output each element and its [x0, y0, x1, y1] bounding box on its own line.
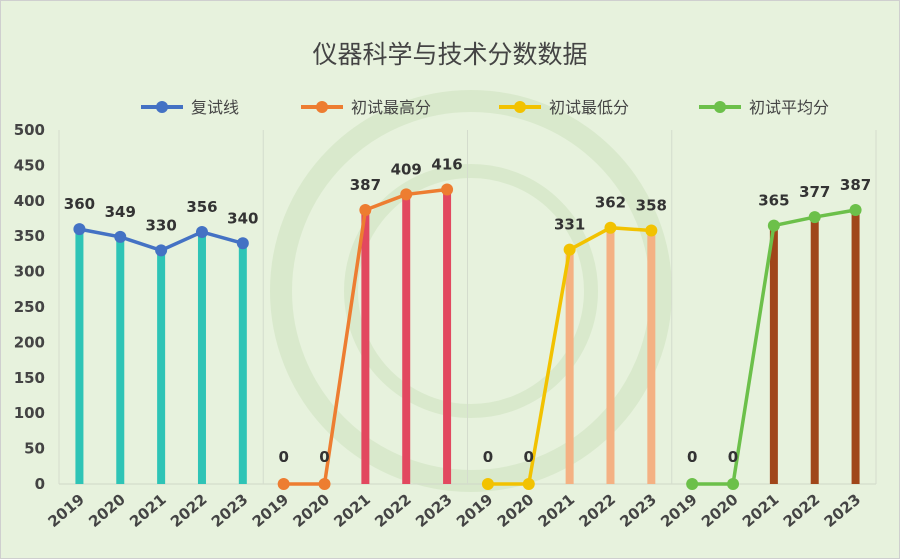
data-point [73, 223, 86, 236]
x-tick-label: 2020 [698, 490, 742, 531]
y-tick-label: 50 [24, 440, 45, 458]
data-label: 409 [391, 160, 422, 178]
x-tick-label: 2022 [371, 490, 415, 531]
data-point [604, 221, 617, 234]
data-point [277, 478, 290, 490]
data-point [155, 244, 168, 257]
bar [197, 231, 206, 484]
bar [647, 230, 656, 484]
data-point [318, 478, 331, 490]
data-point [400, 188, 413, 201]
watermark-ring [270, 90, 672, 492]
bar [361, 210, 370, 484]
legend-marker-3 [714, 101, 726, 113]
x-tick-label: 2022 [167, 490, 211, 531]
bar [443, 189, 452, 485]
y-tick-label: 500 [14, 121, 45, 139]
y-tick-label: 400 [14, 192, 45, 210]
y-tick-label: 100 [14, 404, 45, 422]
data-point [522, 478, 535, 490]
bar [75, 229, 84, 484]
x-tick-label: 2019 [249, 490, 293, 531]
data-label: 0 [319, 448, 329, 466]
bar [851, 210, 860, 484]
data-label: 0 [524, 448, 534, 466]
data-label: 358 [636, 197, 667, 215]
x-tick-label: 2021 [739, 490, 783, 531]
data-point [236, 237, 249, 250]
y-tick-label: 0 [35, 475, 45, 493]
bar [157, 250, 166, 484]
y-tick-label: 250 [14, 298, 45, 316]
legend-label-2: 初试最低分 [549, 98, 629, 117]
bar [769, 225, 778, 484]
x-tick-label: 2021 [330, 490, 374, 531]
data-label: 360 [64, 195, 95, 213]
data-point [481, 478, 494, 490]
data-point [849, 204, 862, 217]
y-tick-label: 300 [14, 263, 45, 281]
data-point [195, 225, 208, 238]
data-label: 0 [483, 448, 493, 466]
legend-marker-0 [156, 101, 168, 113]
bar [402, 194, 411, 485]
data-label: 349 [105, 203, 136, 221]
legend-label-0: 复试线 [191, 98, 239, 117]
watermark-inner-ring [344, 164, 598, 418]
legend-marker-2 [514, 101, 526, 113]
data-point [686, 478, 699, 490]
data-point [808, 211, 821, 224]
data-label: 331 [554, 216, 585, 234]
data-point [114, 230, 127, 243]
y-tick-label: 450 [14, 156, 45, 174]
data-label: 362 [595, 194, 626, 212]
data-point [645, 224, 658, 237]
x-tick-label: 2023 [616, 490, 660, 531]
data-label: 387 [350, 176, 381, 194]
x-tick-label: 2019 [657, 490, 701, 531]
x-tick-label: 2022 [780, 490, 824, 531]
data-point [441, 183, 454, 196]
data-point [767, 219, 780, 232]
y-tick-label: 350 [14, 227, 45, 245]
bar [116, 236, 125, 484]
y-tick-label: 200 [14, 333, 45, 351]
x-tick-label: 2023 [821, 490, 865, 531]
x-tick-label: 2020 [85, 490, 129, 531]
data-point [359, 204, 372, 217]
data-label: 387 [840, 176, 871, 194]
data-label: 356 [186, 198, 217, 216]
legend-label-1: 初试最高分 [351, 98, 431, 117]
data-label: 0 [278, 448, 288, 466]
legend-label-3: 初试平均分 [749, 98, 829, 117]
x-tick-label: 2020 [290, 490, 334, 531]
data-label: 0 [687, 448, 697, 466]
x-tick-label: 2019 [453, 490, 497, 531]
data-label: 0 [728, 448, 738, 466]
bar [606, 227, 615, 485]
data-point [563, 243, 576, 256]
x-tick-label: 2023 [412, 490, 456, 531]
x-tick-label: 2019 [44, 490, 88, 531]
data-label: 330 [145, 216, 176, 234]
data-label: 340 [227, 209, 258, 227]
data-label: 365 [758, 192, 789, 210]
bar [565, 249, 574, 484]
x-tick-label: 2023 [208, 490, 252, 531]
x-tick-label: 2021 [535, 490, 579, 531]
data-label: 377 [799, 183, 830, 201]
data-label: 416 [431, 155, 462, 173]
x-tick-label: 2020 [494, 490, 538, 531]
data-point [727, 478, 740, 490]
bar [238, 243, 247, 484]
chart-title: 仪器科学与技术分数数据 [312, 40, 588, 69]
legend-marker-1 [316, 101, 328, 113]
x-tick-label: 2022 [575, 490, 619, 531]
x-tick-label: 2021 [126, 490, 170, 531]
bar [810, 217, 819, 485]
y-tick-label: 150 [14, 369, 45, 387]
